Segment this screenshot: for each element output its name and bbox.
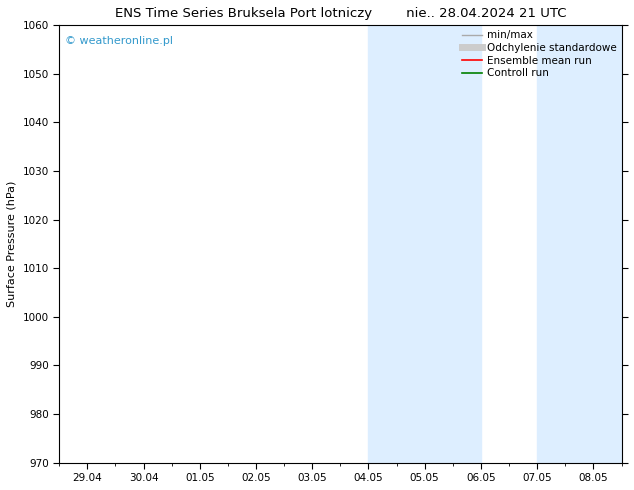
Bar xyxy=(537,25,621,463)
Bar xyxy=(368,25,481,463)
Title: ENS Time Series Bruksela Port lotniczy        nie.. 28.04.2024 21 UTC: ENS Time Series Bruksela Port lotniczy n… xyxy=(115,7,566,20)
Y-axis label: Surface Pressure (hPa): Surface Pressure (hPa) xyxy=(7,181,17,307)
Legend: min/max, Odchylenie standardowe, Ensemble mean run, Controll run: min/max, Odchylenie standardowe, Ensembl… xyxy=(458,27,619,81)
Text: © weatheronline.pl: © weatheronline.pl xyxy=(65,36,173,46)
